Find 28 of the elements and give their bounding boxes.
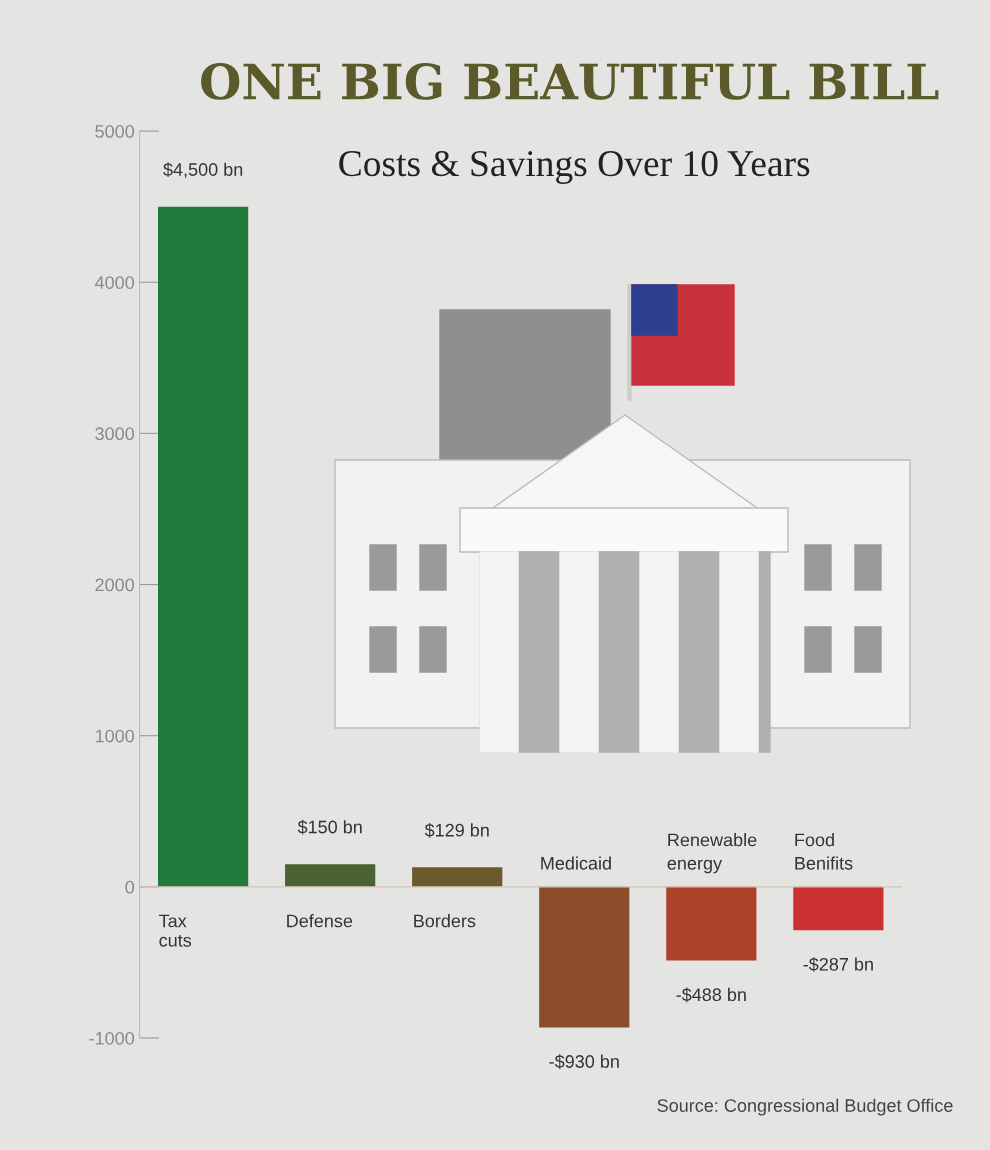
bar	[158, 206, 249, 887]
data-label: $150 bn	[297, 819, 362, 835]
bar	[412, 867, 503, 887]
source-note: Source: Congressional Budget Office	[657, 1098, 953, 1116]
bar	[793, 886, 884, 931]
data-label: -$287 bn	[803, 957, 873, 972]
y-tick-label: 2000	[95, 578, 135, 592]
x-tick-label: Tax cuts	[159, 914, 192, 947]
bar	[666, 886, 757, 961]
x-tick-label: Food Benifits	[795, 833, 853, 870]
chart-subtitle: Costs & Savings Over 10 Years	[339, 150, 810, 184]
data-label: $129 bn	[424, 823, 489, 838]
bar	[539, 886, 630, 1028]
y-tick-label: 5000	[95, 125, 135, 138]
y-tick-label: 0	[125, 880, 135, 894]
x-tick-label: Borders	[414, 914, 476, 928]
x-tick-label: Renewable energy	[667, 833, 757, 874]
y-tick-label: 1000	[95, 729, 135, 743]
data-label: -$488 bn	[676, 987, 746, 1003]
data-label: $4,500 bn	[163, 162, 243, 179]
bar	[285, 864, 376, 887]
y-tick-label: -1000	[89, 1031, 135, 1045]
y-tick-label: 3000	[95, 427, 135, 441]
y-tick-label: 4000	[94, 276, 135, 289]
chart-title: ONE BIG BEAUTIFUL BILL	[201, 63, 939, 100]
x-tick-label: Medicaid	[541, 856, 611, 870]
x-tick-label: Defense	[287, 914, 353, 928]
data-label: -$930 bn	[549, 1054, 619, 1069]
